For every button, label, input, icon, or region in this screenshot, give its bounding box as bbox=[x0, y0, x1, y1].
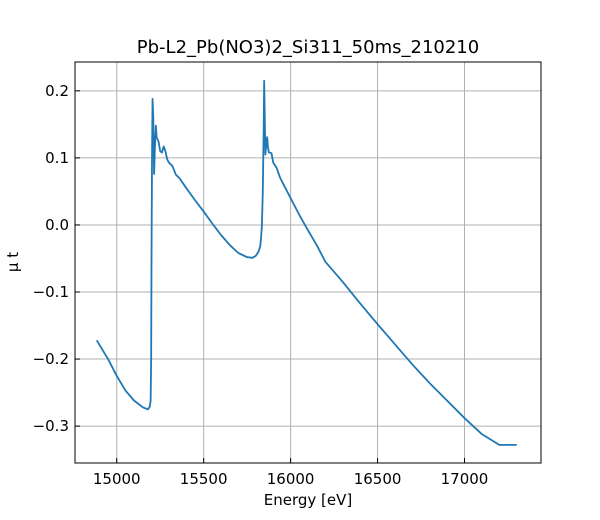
x-tick-label: 16000 bbox=[267, 470, 315, 488]
y-tick-label: 0.2 bbox=[45, 82, 69, 100]
y-tick-label: 0.1 bbox=[45, 149, 69, 167]
x-tick-label: 17000 bbox=[441, 470, 489, 488]
y-tick-label: −0.1 bbox=[33, 283, 69, 301]
y-tick-label: 0.0 bbox=[45, 216, 69, 234]
y-tick-label: −0.2 bbox=[33, 350, 69, 368]
x-tick-label: 15000 bbox=[93, 470, 141, 488]
tick-layer: 15000 15500 16000 16500 17000 −0.3 −0.2 −0.1 0.0… bbox=[33, 82, 489, 488]
plot-frame bbox=[74, 61, 542, 464]
series-line bbox=[95, 79, 517, 446]
x-tick-label: 15500 bbox=[180, 470, 228, 488]
x-tick-label: 16500 bbox=[354, 470, 402, 488]
grid-layer bbox=[75, 62, 541, 463]
y-tick-label: −0.3 bbox=[33, 417, 69, 435]
y-axis-title: μ t bbox=[4, 252, 22, 272]
x-axis-title: Energy [eV] bbox=[264, 491, 352, 509]
chart-title: Pb-L2_Pb(NO3)2_Si311_50ms_210210 bbox=[137, 37, 479, 58]
